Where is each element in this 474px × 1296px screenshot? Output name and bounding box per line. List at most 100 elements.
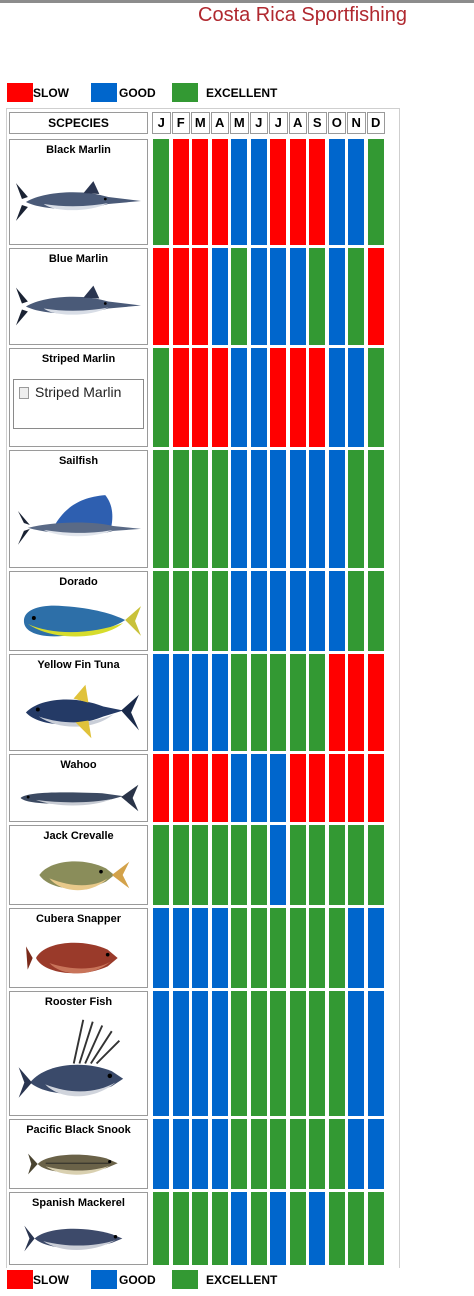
broken-image-alt-text: Striped Marlin [35,384,122,400]
season-bar [192,571,208,651]
season-bar [172,348,189,447]
season-bar [348,754,364,822]
season-bar [192,1119,208,1189]
season-bar [270,348,286,447]
season-bar [153,654,169,751]
season-bar [172,571,189,651]
season-bar [289,248,306,345]
season-bar [192,991,208,1116]
spanish-mackerel-icon [14,1217,143,1260]
season-bar [192,654,208,751]
season-bar [270,754,286,822]
season-bar [211,754,228,822]
season-bar [192,754,208,822]
season-bar [348,1119,364,1189]
slow-swatch [7,83,33,102]
season-bar [289,1119,306,1189]
season-bar [153,139,169,245]
season-bar [211,825,228,905]
season-bar [153,1119,169,1189]
species-cell: Dorado [9,571,148,651]
season-bar [270,825,286,905]
season-bar [309,571,325,651]
excellent-swatch [172,83,198,102]
season-bar [211,248,228,345]
slow-swatch [7,1270,33,1289]
month-header-7: A [288,112,307,134]
season-bar [231,908,247,988]
species-name: Jack Crevalle [43,830,114,842]
species-name: Cubera Snapper [36,913,121,925]
month-header-1: F [171,112,190,134]
season-bar [367,825,384,905]
season-bar [192,825,208,905]
blue-marlin-icon [14,273,143,340]
season-bar [231,1119,247,1189]
season-bar [270,908,286,988]
season-bar [153,248,169,345]
season-bar [367,1119,384,1189]
season-bar [153,991,169,1116]
black-marlin-icon [14,164,143,240]
dorado-icon [14,596,143,646]
season-bar [250,991,267,1116]
month-header-8: S [308,112,327,134]
season-bar [172,450,189,568]
season-bar [289,139,306,245]
season-bar [328,1119,345,1189]
species-cell: Pacific Black Snook [9,1119,148,1189]
season-bar [309,248,325,345]
species-cell: Spanish Mackerel [9,1192,148,1265]
season-bar [309,1119,325,1189]
season-bar [231,825,247,905]
species-cell: Jack Crevalle [9,825,148,905]
season-bar [231,139,247,245]
season-bar [250,450,267,568]
season-bar [367,754,384,822]
season-bar [328,1192,345,1265]
species-cell: Blue Marlin [9,248,148,345]
species-cell: Yellow Fin Tuna [9,654,148,751]
season-bar [172,139,189,245]
season-bar [309,139,325,245]
season-bar [367,248,384,345]
season-bar [348,571,364,651]
species-name: Pacific Black Snook [26,1124,131,1136]
season-bar [289,754,306,822]
month-header-4: M [230,112,249,134]
season-bar [211,991,228,1116]
season-bar [172,754,189,822]
season-bar [211,139,228,245]
season-bar [289,450,306,568]
season-bar [309,991,325,1116]
season-bar [348,1192,364,1265]
season-bar [211,1119,228,1189]
season-bar [250,248,267,345]
season-bar [328,571,345,651]
species-cell: Sailfish [9,450,148,568]
season-bar [211,908,228,988]
month-header-10: N [347,112,366,134]
season-bar [231,571,247,651]
season-bar [250,1192,267,1265]
season-bar [309,754,325,822]
season-bar [328,754,345,822]
species-name: Wahoo [60,759,97,771]
month-header-0: J [152,112,171,134]
season-bar [250,571,267,651]
season-bar [172,248,189,345]
month-header-9: O [327,112,346,134]
slow-label: SLOW [33,1273,69,1287]
season-bar [270,1119,286,1189]
broken-image-placeholder: Striped Marlin [13,379,144,429]
season-bar [250,348,267,447]
season-bar [309,908,325,988]
month-header-11: D [366,112,385,134]
season-bar [211,348,228,447]
season-bar [328,825,345,905]
season-bar [348,450,364,568]
season-bar [328,450,345,568]
excellent-label: EXCELLENT [206,86,278,100]
excellent-swatch [172,1270,198,1289]
season-bar [172,908,189,988]
